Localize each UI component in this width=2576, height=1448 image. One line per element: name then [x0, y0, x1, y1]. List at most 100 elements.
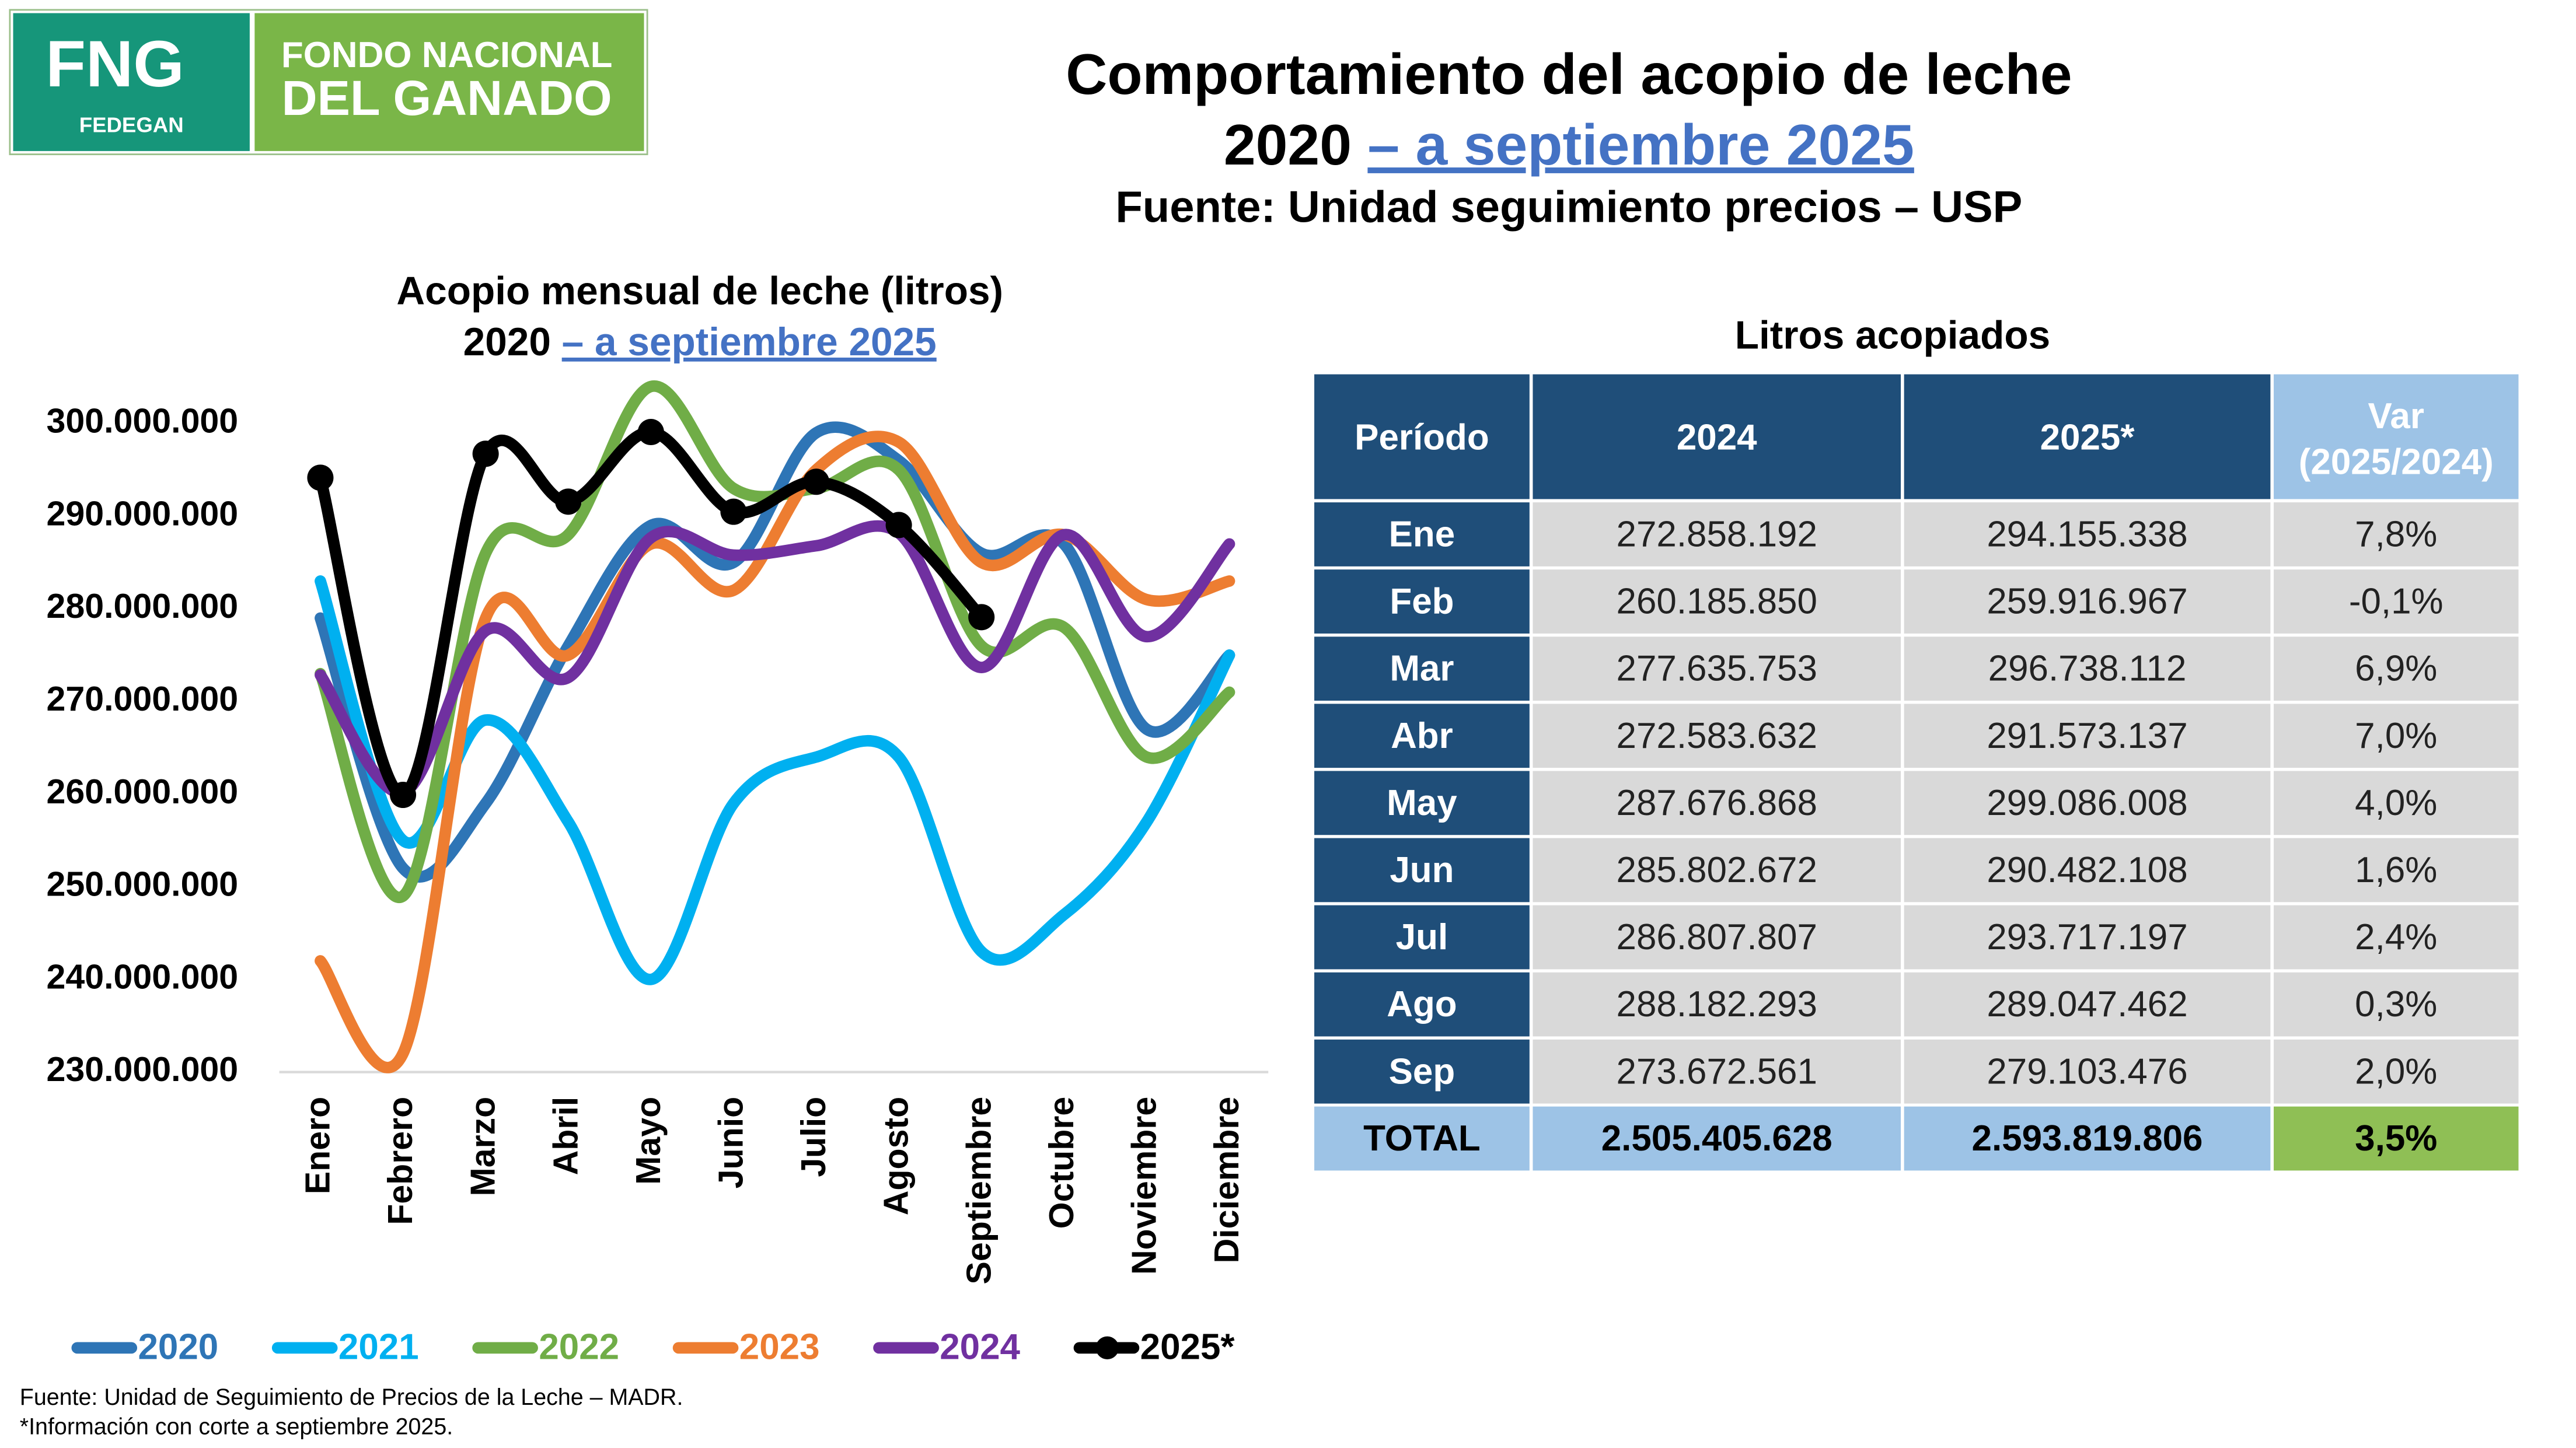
series-line [315, 421, 1235, 883]
table-cell [2274, 1039, 2519, 1104]
y-tick-label: 270.000.000 [46, 679, 238, 718]
total-text: 2.593.819.806 [1972, 1118, 2203, 1159]
header-cell [1314, 374, 1530, 499]
table-cell [1533, 704, 1901, 768]
marker [307, 464, 334, 491]
marker [390, 782, 417, 809]
total-cell [2274, 1106, 2519, 1171]
x-tick-label: Noviembre [1125, 1097, 1164, 1275]
total-text: 2.505.405.628 [1601, 1118, 1832, 1159]
x-tick-label: Octubre [1042, 1097, 1081, 1229]
cell-text: 259.916.967 [1987, 582, 2187, 622]
source: Fuente: Unidad seguimiento precios – USP [1115, 182, 2022, 232]
marker [472, 440, 499, 467]
table-cell [1314, 972, 1530, 1037]
table-cell [1314, 502, 1530, 566]
cell-text: 2,0% [2355, 1051, 2437, 1092]
header-text: 2025* [2040, 418, 2135, 458]
marker [885, 512, 912, 538]
subtitle-year: 2020 [463, 320, 551, 364]
y-tick-label: 240.000.000 [46, 957, 238, 996]
cell-text: 4,0% [2355, 783, 2437, 823]
series-line [315, 520, 1235, 799]
cell-text: May [1387, 783, 1457, 823]
total-text: TOTAL [1363, 1118, 1481, 1159]
cell-text: 2,4% [2355, 917, 2437, 957]
table-cell [1314, 771, 1530, 835]
total-cell [1904, 1106, 2271, 1171]
x-tick-label: Junio [711, 1097, 751, 1189]
marker [555, 488, 582, 515]
table-cell [1314, 1039, 1530, 1104]
legend-label: 2020 [138, 1327, 218, 1367]
table-cell [2274, 636, 2519, 701]
cell-text: 0,3% [2355, 984, 2437, 1024]
logo-sub: FEDEGAN [79, 113, 184, 137]
total-cell [1533, 1106, 1901, 1171]
footnote: Fuente: Unidad de Seguimiento de Precios… [20, 1384, 683, 1410]
cell-text: Abr [1391, 716, 1453, 756]
cell-text: 7,0% [2355, 716, 2437, 756]
logo-frame [9, 9, 648, 155]
table-cell [1314, 905, 1530, 970]
table-cell [1904, 502, 2271, 566]
x-tick-label: Septiembre [959, 1097, 998, 1285]
table-cell [1533, 771, 1901, 835]
chart-subtitle: 2020 – a septiembre 2025 [463, 320, 937, 364]
cell-text: 6,9% [2355, 649, 2437, 689]
legend-label: 2025* [1140, 1327, 1235, 1367]
table-cell [2274, 905, 2519, 970]
logo-mark: FNG [46, 27, 184, 100]
legend-label: 2022 [539, 1327, 619, 1367]
cell-text: 289.047.462 [1987, 984, 2187, 1024]
y-tick-label: 280.000.000 [46, 586, 238, 625]
legend-label: 2024 [940, 1327, 1020, 1367]
cell-text: 299.086.008 [1987, 783, 2187, 823]
table-cell [1904, 905, 2271, 970]
table-cell [1533, 502, 1901, 566]
x-tick-label: Marzo [463, 1097, 502, 1197]
table-cell [2274, 704, 2519, 768]
table-cell [1533, 569, 1901, 634]
chart-title: Acopio mensual de leche (litros) [396, 270, 1003, 313]
cell-text: 279.103.476 [1987, 1051, 2187, 1092]
cell-text: Jul [1396, 917, 1448, 957]
table-cell [2274, 838, 2519, 903]
legend-label: 2021 [338, 1327, 419, 1367]
table-cell [2274, 569, 2519, 634]
x-tick-label: Abril [546, 1097, 585, 1176]
table-cell [2274, 972, 2519, 1037]
footnote: *Información con corte a septiembre 2025… [20, 1414, 453, 1440]
table-cell [1904, 704, 2271, 768]
header-text: 2024 [1677, 418, 1757, 458]
header-text: Período [1355, 418, 1489, 458]
y-tick-label: 300.000.000 [46, 401, 238, 440]
x-tick-label: Julio [794, 1097, 833, 1177]
logo-right [254, 13, 644, 151]
table-cell [1533, 1039, 1901, 1104]
legend-marker [1095, 1336, 1119, 1360]
marker [968, 604, 995, 631]
x-tick-label: Diciembre [1207, 1097, 1246, 1264]
cell-text: Sep [1389, 1051, 1455, 1092]
logo-line: FONDO NACIONAL [281, 35, 613, 75]
table-cell [1314, 569, 1530, 634]
cell-text: Feb [1390, 582, 1454, 622]
table-cell [1904, 636, 2271, 701]
header-cell [1904, 374, 2271, 499]
title-range: – a septiembre 2025 [1367, 113, 1914, 177]
series-line [315, 431, 1235, 1073]
title: Comportamiento del acopio de leche [1066, 42, 2072, 106]
title-year: 2020 [1224, 113, 1352, 177]
cell-text: 288.182.293 [1617, 984, 1817, 1024]
table-cell [1533, 636, 1901, 701]
table-cell [1314, 704, 1530, 768]
marker [802, 468, 830, 495]
table-cell [1904, 1039, 2271, 1104]
cell-text: 1,6% [2355, 850, 2437, 890]
y-tick-label: 260.000.000 [46, 772, 238, 811]
title: 2020 – a septiembre 2025 [1224, 113, 1914, 177]
cell-text: -0,1% [2349, 582, 2444, 622]
header-cell [2274, 374, 2519, 499]
